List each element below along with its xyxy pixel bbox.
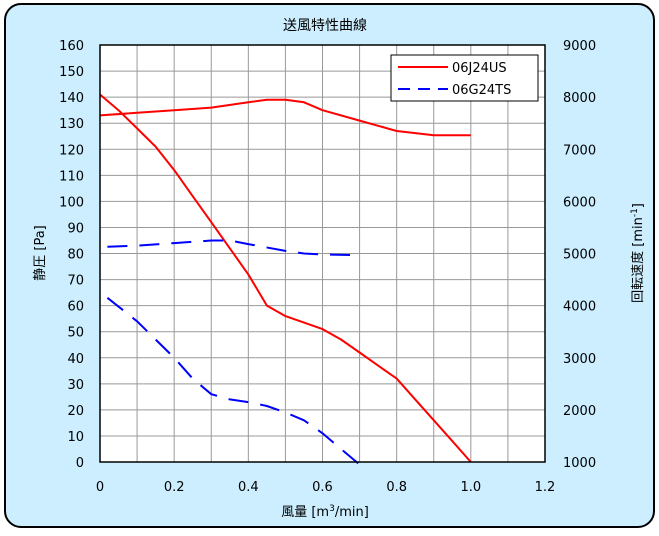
y-tick-label: 130 — [59, 117, 84, 132]
y2-tick-label: 4000 — [563, 300, 596, 315]
y2-tick-label: 7000 — [563, 143, 596, 158]
y-tick-label: 20 — [67, 404, 84, 419]
y2-tick-label: 8000 — [563, 91, 596, 106]
x-tick-label: 0 — [96, 480, 104, 495]
y2-tick-label: 6000 — [563, 195, 596, 210]
series-line-06J24US-speed — [99, 98, 471, 137]
y-tick-label: 40 — [67, 352, 84, 367]
y-tick-label: 0 — [76, 456, 84, 471]
legend-box — [390, 54, 539, 102]
x-tick-label: 0.8 — [386, 480, 407, 495]
series-line-06J24US-pressure — [99, 93, 472, 463]
y-tick-label: 80 — [67, 248, 84, 263]
y-axis-label: 静圧 [Pa] — [33, 225, 48, 281]
y-tick-label: 90 — [67, 221, 84, 236]
y-tick-label: 30 — [67, 378, 84, 393]
y-tick-label: 50 — [67, 326, 84, 341]
x-tick-label: 0.2 — [164, 480, 185, 495]
y-tick-label: 10 — [67, 430, 84, 445]
x-tick-labels: 0 0.2 0.4 0.6 0.8 1.0 1.2 — [96, 480, 555, 495]
data-curves — [99, 93, 472, 466]
x-tick-label: 0.6 — [312, 480, 333, 495]
y-tick-label: 60 — [67, 300, 84, 315]
y-tick-labels: 0 10 20 30 40 50 60 70 80 90 100 110 120 130 140 150 160 — [59, 39, 84, 471]
x-tick-label: 1.0 — [460, 480, 481, 495]
x-tick-label: 1.2 — [535, 480, 556, 495]
x-tick-label: 0.4 — [238, 480, 259, 495]
y2-tick-labels: 1000 2000 3000 4000 5000 6000 7000 8000 9000 — [563, 39, 596, 471]
y2-tick-label: 9000 — [563, 39, 596, 54]
y-tick-label: 150 — [59, 65, 84, 80]
chart-title: 送風特性曲線 — [283, 18, 367, 34]
x-axis-label: 風量 [m3/min] — [281, 504, 369, 520]
y2-tick-label: 2000 — [563, 404, 596, 419]
y-tick-label: 120 — [59, 143, 84, 158]
y-tick-label: 160 — [59, 39, 84, 54]
series-line-06G24TS-pressure — [106, 297, 361, 466]
legend: 06J24US 06G24TS — [390, 54, 539, 102]
y2-tick-label: 5000 — [563, 248, 596, 263]
y2-tick-label: 3000 — [563, 352, 596, 367]
legend-label-06G24TS: 06G24TS — [452, 83, 511, 98]
y-tick-label: 100 — [59, 195, 84, 210]
series-line-06G24TS-speed — [107, 239, 360, 257]
legend-label-06J24US: 06J24US — [452, 61, 507, 76]
y2-axis-label: 回転速度 [min-1] — [630, 203, 646, 303]
y2-tick-label: 1000 — [563, 456, 596, 471]
grid-lines — [100, 45, 545, 462]
y-tick-label: 110 — [59, 169, 84, 184]
plot-border — [99, 44, 546, 463]
y-tick-label: 70 — [67, 274, 84, 289]
y-tick-label: 140 — [59, 91, 84, 106]
